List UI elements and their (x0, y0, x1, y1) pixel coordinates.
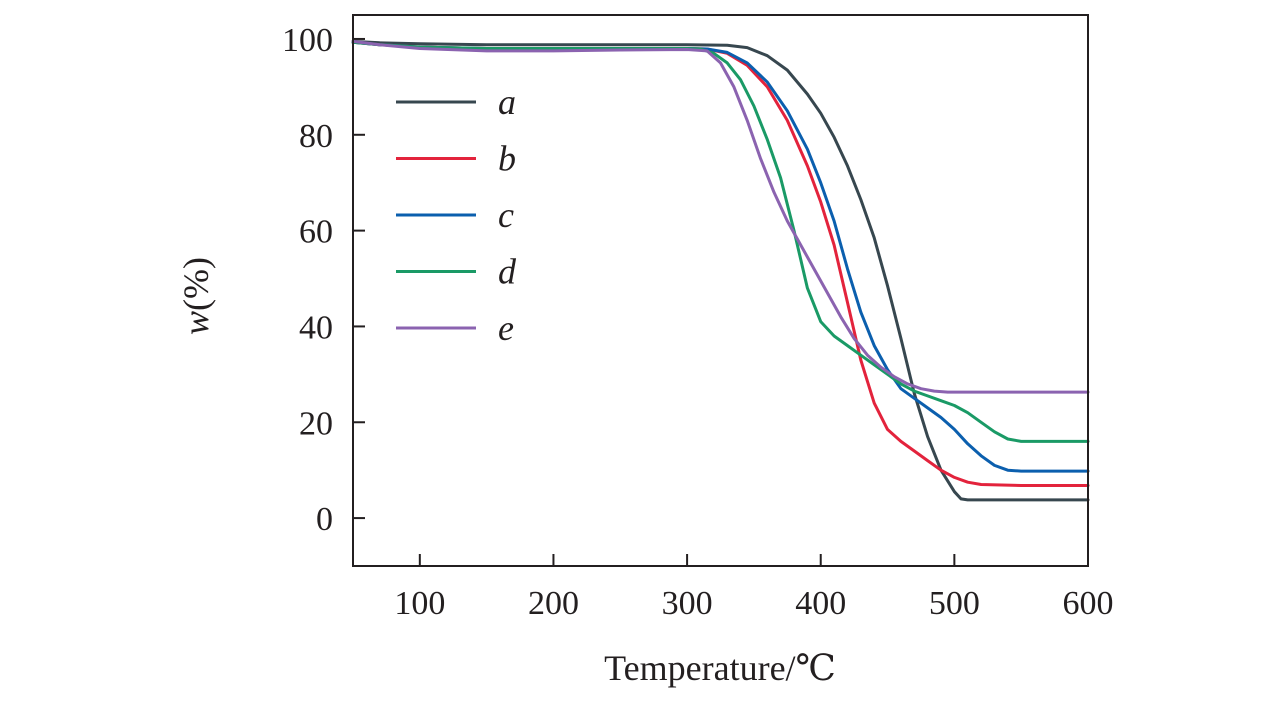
y-tick-label: 20 (299, 405, 333, 442)
series-line-e (351, 39, 1090, 394)
y-tick-label: 0 (316, 501, 333, 538)
x-tick-label: 500 (929, 585, 980, 622)
series-line-a (351, 39, 1090, 502)
y-tick-label: 60 (299, 214, 333, 251)
legend-label-e: e (498, 308, 514, 348)
x-tick-label: 300 (662, 585, 713, 622)
tick-layer: 100 200 300 400 500 600 0 20 40 60 80 100 (282, 22, 1114, 622)
y-axis-title-unit: (%) (176, 257, 216, 311)
legend-label-a: a (498, 82, 516, 122)
x-axis-title: Temperature/℃ (604, 648, 836, 688)
x-tick-label: 400 (795, 585, 846, 622)
legend-label-d: d (498, 252, 517, 292)
y-axis-title: w(%) (176, 257, 216, 335)
y-axis-title-symbol: w (176, 311, 216, 335)
x-tick-label: 600 (1063, 585, 1114, 622)
legend-label-c: c (498, 195, 514, 235)
x-tick-label: 200 (528, 585, 579, 622)
plot-frame (352, 14, 1089, 567)
legend-label-b: b (498, 139, 516, 179)
series-line-c (351, 40, 1090, 473)
y-tick-label: 80 (299, 118, 333, 155)
x-tick-label: 100 (394, 585, 445, 622)
y-tick-label: 40 (299, 309, 333, 346)
y-tick-label: 100 (282, 22, 333, 59)
series-layer (351, 39, 1090, 502)
